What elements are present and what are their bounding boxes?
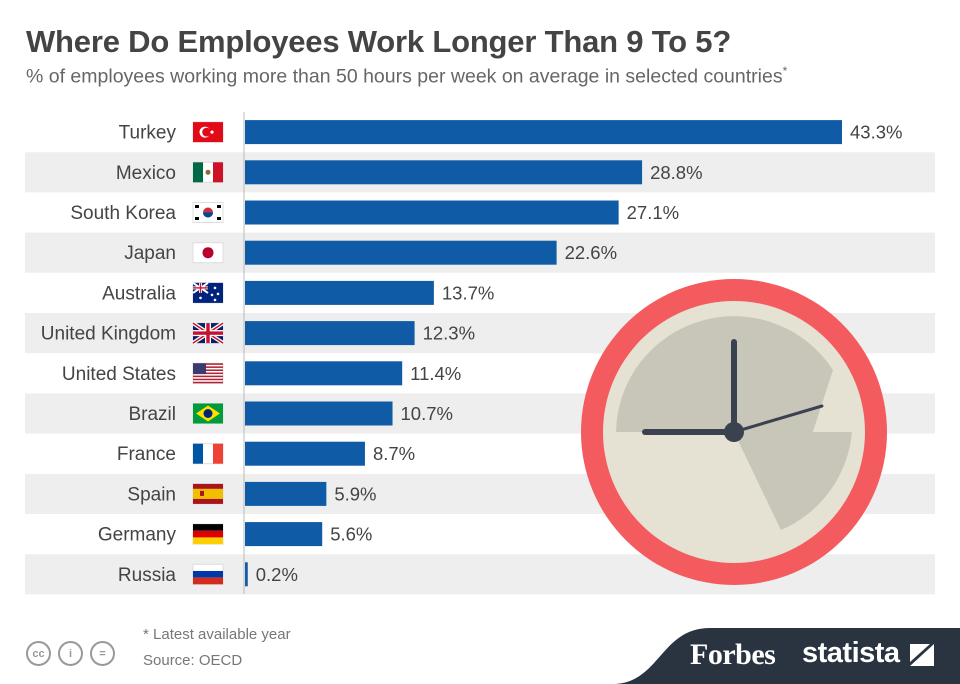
data-label: 28.8% bbox=[650, 162, 702, 183]
chart-subtitle: % of employees working more than 50 hour… bbox=[26, 64, 788, 88]
category-label: Turkey bbox=[119, 123, 177, 144]
license-icons: cc i = bbox=[26, 641, 115, 666]
bar-japan bbox=[245, 240, 557, 265]
united-states-flag-icon bbox=[192, 362, 224, 384]
statista-logo[interactable]: statista bbox=[802, 637, 900, 669]
data-label: 22.6% bbox=[565, 242, 617, 263]
category-label: Germany bbox=[98, 525, 177, 546]
data-label: 5.6% bbox=[330, 524, 372, 545]
germany-flag-icon bbox=[192, 523, 224, 545]
forbes-logo[interactable]: Forbes bbox=[690, 638, 776, 671]
source: Source: OECD bbox=[143, 652, 243, 669]
category-label: Brazil bbox=[128, 404, 176, 425]
bar-brazil bbox=[245, 401, 393, 426]
south-korea-flag-icon bbox=[192, 202, 224, 223]
bar-russia bbox=[245, 562, 248, 587]
brand-band bbox=[612, 628, 960, 684]
france-flag-icon bbox=[192, 443, 224, 465]
bar-south-korea bbox=[245, 200, 619, 225]
australia-flag-icon bbox=[192, 282, 224, 304]
data-label: 13.7% bbox=[442, 282, 494, 303]
footnote: * Latest available year bbox=[143, 626, 291, 643]
russia-flag-icon bbox=[192, 563, 224, 585]
data-label: 12.3% bbox=[423, 323, 475, 344]
cc-icon: cc bbox=[26, 641, 51, 666]
bar-germany bbox=[245, 522, 323, 547]
category-label: United States bbox=[62, 364, 176, 385]
category-label: France bbox=[117, 444, 176, 465]
category-label: South Korea bbox=[70, 203, 176, 224]
clock-face-shade-right bbox=[734, 432, 852, 530]
bar-france bbox=[245, 441, 365, 466]
chart-title: Where Do Employees Work Longer Than 9 To… bbox=[26, 24, 732, 59]
statista-logo-icon bbox=[910, 644, 934, 666]
category-label: Mexico bbox=[116, 163, 176, 184]
mexico-flag-icon bbox=[192, 161, 224, 183]
data-label: 5.9% bbox=[334, 483, 376, 504]
data-label: 0.2% bbox=[256, 564, 298, 585]
clock-icon bbox=[581, 279, 887, 585]
bar-australia bbox=[245, 280, 434, 305]
category-label: Australia bbox=[102, 283, 176, 304]
category-label: United Kingdom bbox=[41, 324, 176, 345]
spain-flag-icon bbox=[192, 483, 224, 505]
bar-spain bbox=[245, 481, 327, 506]
bar-turkey bbox=[245, 120, 842, 145]
brazil-flag-icon bbox=[192, 403, 224, 424]
united-kingdom-flag-icon bbox=[191, 321, 225, 345]
clock-center bbox=[724, 422, 744, 442]
data-label: 27.1% bbox=[627, 202, 679, 223]
japan-flag-icon bbox=[192, 242, 224, 264]
data-label: 43.3% bbox=[850, 122, 902, 143]
data-label: 10.7% bbox=[401, 403, 453, 424]
turkey-flag-icon bbox=[192, 121, 224, 143]
data-label: 11.4% bbox=[410, 363, 461, 384]
category-label: Japan bbox=[124, 243, 176, 264]
attribution-icon: i bbox=[58, 641, 83, 666]
bar-mexico bbox=[245, 160, 643, 185]
category-label: Spain bbox=[127, 484, 176, 505]
bar-united-states bbox=[245, 361, 403, 386]
data-label: 8.7% bbox=[373, 443, 415, 464]
category-label: Russia bbox=[118, 565, 177, 586]
clock-second-hand bbox=[732, 404, 824, 434]
no-derivatives-icon: = bbox=[90, 641, 115, 666]
bar-united-kingdom bbox=[245, 321, 415, 346]
